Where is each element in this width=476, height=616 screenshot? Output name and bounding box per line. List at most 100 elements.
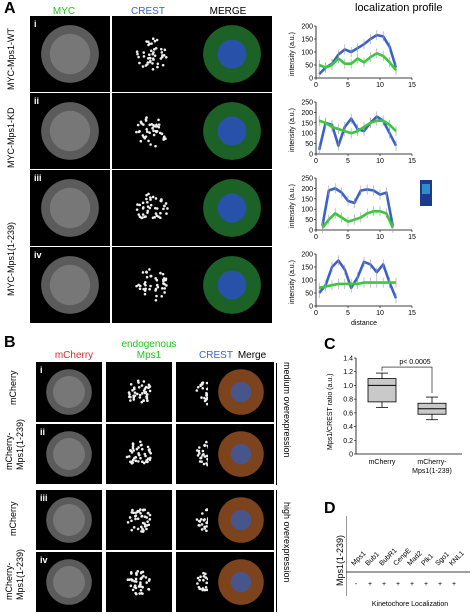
b-row2-label2: Mps1(1-239) xyxy=(15,418,25,470)
panel-b-image-r3-c2 xyxy=(106,490,172,550)
y-tick-label: 0 xyxy=(309,76,313,83)
cell-value-mad2: + xyxy=(410,581,414,588)
panel-a-roman-i: i xyxy=(34,19,37,29)
y-tick-label: 100 xyxy=(301,131,313,138)
panel-b-roman-iii: iii xyxy=(40,493,48,503)
y-tick-label: 150 xyxy=(301,196,313,203)
panel-a-image-r3-c1 xyxy=(30,170,110,246)
x-tick-label: 10 xyxy=(376,310,384,317)
panel-b-image-r1-c2 xyxy=(106,362,172,422)
panel-b-header-merge: Merge xyxy=(237,350,267,361)
y-axis-label: intensity (a.u.) xyxy=(289,32,296,76)
y-tick-label: 50 xyxy=(305,217,313,224)
panel-c-label: C xyxy=(324,336,336,353)
y-axis-label: intensity (a.u.) xyxy=(289,108,296,152)
panel-b-header-mps1: Mps1 xyxy=(136,350,162,361)
y-tick-label: 50 xyxy=(305,291,313,298)
y-tick-label: 1.0 xyxy=(343,383,353,390)
x-tick-label: 15 xyxy=(408,82,416,89)
series-line-1 xyxy=(321,187,395,227)
cell-value-cenpe: + xyxy=(396,581,400,588)
panel-b-header-mcherry: mCherry xyxy=(54,350,94,361)
y-tick-label: 200 xyxy=(301,110,313,117)
row-label-mps1-wt: MYC-Mps1-WT xyxy=(6,28,16,90)
profile-chart-4: 0 50 100 150 200 0 5 10 15 intensity (a.u.) distan… xyxy=(289,252,416,328)
panel-b-roman-ii: ii xyxy=(40,427,46,437)
x-tick-label: 10 xyxy=(376,82,384,89)
y-tick-label: 1.4 xyxy=(343,356,353,363)
bracket-medium xyxy=(276,363,277,485)
panel-a-image-r2-c2 xyxy=(112,93,192,169)
cell-value-bubr1: + xyxy=(382,581,386,588)
y-tick-label: 200 xyxy=(301,24,313,31)
panel-a-image-r4-c1 xyxy=(30,247,110,323)
y-tick-label: 50 xyxy=(305,141,313,148)
x-tick-label: 0 xyxy=(314,82,318,89)
b-row1-label: mCherry xyxy=(8,370,18,405)
x-tick-label: 5 xyxy=(346,158,350,165)
y-tick-label: 0 xyxy=(349,452,353,459)
panel-b-header-crest: CREST xyxy=(199,350,233,361)
y-tick-label: 150 xyxy=(301,120,313,127)
panel-a-roman-ii: ii xyxy=(34,96,40,106)
panel-a-image-r1-c3 xyxy=(192,16,272,92)
panel-a-label: A xyxy=(4,0,16,17)
y-tick-label: 100 xyxy=(301,50,313,57)
profile-chart-1: 0 50 100 150 200 0 5 10 15 intensity (a.u.) xyxy=(289,24,416,90)
profile-chart-3: 0 50 100 150 200 250 0 5 10 15 intensity (a.u.) xyxy=(289,176,432,241)
panel-a-image-r4-c3 xyxy=(192,247,272,323)
label-medium-overexpression: medium overexpression xyxy=(282,362,292,458)
x-tick-label: 5 xyxy=(346,234,350,241)
cell-value-mps1: - xyxy=(355,581,358,588)
y-tick-label: 0.4 xyxy=(343,424,353,431)
y-tick-label: 100 xyxy=(301,207,313,214)
bracket-high xyxy=(276,490,277,612)
y-tick-label: 150 xyxy=(301,265,313,272)
x-tick-label: 5 xyxy=(346,82,350,89)
panel-b-image-r4-c4 xyxy=(208,552,274,612)
panel-a-image-r1-c1 xyxy=(30,16,110,92)
series-line-2 xyxy=(321,209,394,229)
panel-a-image-r2-c1 xyxy=(30,93,110,169)
panel-b-image-r2-c4 xyxy=(208,424,274,484)
cell-value-knl1: + xyxy=(452,581,456,588)
row-label-mps1-1-239: MYC-Mps1(1-239) xyxy=(6,221,16,296)
panel-d-row-label: Mps1(1-239) xyxy=(335,534,345,586)
b-row4-label1: mCherry- xyxy=(4,562,14,601)
significance-bracket xyxy=(381,366,433,394)
y-tick-label: 0 xyxy=(309,228,313,235)
panel-b-roman-iv: iv xyxy=(40,555,48,565)
cell-value-bub1: + xyxy=(368,581,372,588)
y-tick-label: 50 xyxy=(305,63,313,70)
panel-a-image-r2-c3 xyxy=(192,93,272,169)
profile-title: localization profile xyxy=(355,2,443,14)
box-1 xyxy=(367,378,397,403)
x-tick-label: 15 xyxy=(408,158,416,165)
panel-a-image-r1-c2 xyxy=(112,16,192,92)
y-tick-label: 0 xyxy=(309,152,313,159)
x-tick-label: 0 xyxy=(314,234,318,241)
panel-a-roman-iv: iv xyxy=(34,250,42,260)
panel-b-image-r3-c4 xyxy=(208,490,274,550)
y-tick-label: 250 xyxy=(301,176,313,183)
panel-b-label: B xyxy=(4,334,16,351)
y-tick-label: 150 xyxy=(301,37,313,44)
column-label-bub1: Bub1 xyxy=(364,551,381,568)
panel-b-image-r3-c1 xyxy=(36,490,102,550)
profile-chart-2: 0 50 100 150 200 250 0 5 10 15 intensity (a.u.) xyxy=(289,100,416,166)
panel-a-header-merge: MERGE xyxy=(209,6,247,17)
label-high-overexpression: high overexpression xyxy=(282,502,292,583)
y-tick-label: 100 xyxy=(301,278,313,285)
x-tick-label: 0 xyxy=(314,310,318,317)
y-tick-label: 200 xyxy=(301,186,313,193)
category-label-2: mCherry- xyxy=(417,459,447,466)
y-tick-label: 0.6 xyxy=(343,410,353,417)
panel-c-boxplot: 0 0.2 0.4 0.6 0.8 1.0 1.2 1.4 Mps1/CREST ratio (… xyxy=(327,356,462,475)
x-tick-label: 10 xyxy=(376,158,384,165)
y-axis-label: Mps1/CREST ratio (a.u.) xyxy=(327,373,334,450)
category-label-2: Mps1(1-239) xyxy=(412,468,452,475)
b-row2-label1: mCherry- xyxy=(4,432,14,471)
x-tick-label: 15 xyxy=(408,310,416,317)
panel-d-table: Mps1-Bub1+BubR1+CenpE+Mad2+Plk1+Sgo1+KNL… xyxy=(346,516,470,608)
